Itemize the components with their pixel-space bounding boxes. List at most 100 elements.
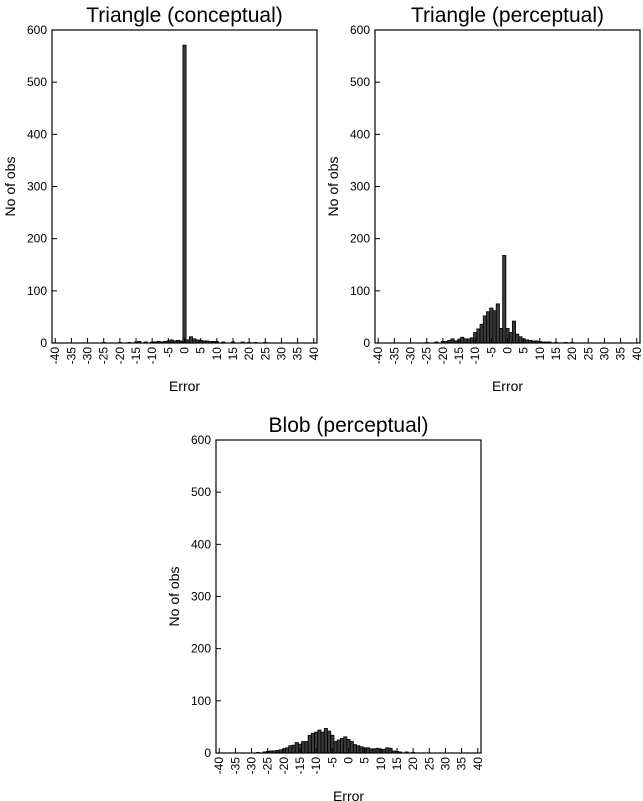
histogram-bar xyxy=(518,336,523,344)
chart-panel-3: Blob (perceptual)0100200300400500600-40-… xyxy=(166,414,485,801)
histogram-bar xyxy=(476,328,481,344)
histogram-bar xyxy=(294,742,299,754)
y-axis-label: No of obs xyxy=(325,157,341,217)
histogram-bar xyxy=(482,315,487,344)
x-tick-label: -25 xyxy=(97,347,111,365)
histogram-bar xyxy=(310,732,315,754)
y-tick-label: 500 xyxy=(27,75,47,89)
x-tick-label: 20 xyxy=(242,347,256,361)
x-tick-label: -30 xyxy=(245,757,259,775)
x-tick-label: -30 xyxy=(81,347,95,365)
histogram-bar xyxy=(365,747,370,754)
x-tick-label: 10 xyxy=(374,757,388,771)
x-tick-label: -20 xyxy=(436,347,450,365)
x-tick-label: -5 xyxy=(484,347,498,358)
x-tick-label: 5 xyxy=(194,347,208,354)
x-tick-label: 0 xyxy=(501,347,515,354)
x-tick-label: -5 xyxy=(325,757,339,768)
x-tick-label: -15 xyxy=(452,347,466,365)
histogram-bar xyxy=(285,747,290,754)
histogram-bar xyxy=(317,729,322,754)
histogram-bar xyxy=(340,737,345,754)
x-tick-label: -5 xyxy=(161,347,175,358)
x-tick-label: 15 xyxy=(390,757,404,771)
plot-frame xyxy=(374,29,641,344)
histogram-bar xyxy=(352,744,357,754)
y-tick-label: 0 xyxy=(204,746,211,760)
y-tick-label: 0 xyxy=(40,336,47,350)
x-tick-label: -35 xyxy=(387,347,401,365)
x-tick-label: 15 xyxy=(549,347,563,361)
x-tick-label: -35 xyxy=(228,757,242,775)
bar-series xyxy=(101,44,268,344)
x-tick-label: -40 xyxy=(371,347,385,365)
y-tick-label: 300 xyxy=(350,180,370,194)
x-tick-label: 5 xyxy=(517,347,531,354)
histogram-bar xyxy=(343,736,348,754)
histogram-bar xyxy=(466,338,471,344)
x-tick-label: -10 xyxy=(309,757,323,775)
histogram-bar xyxy=(515,333,520,344)
x-tick-label: 25 xyxy=(581,347,595,361)
y-tick-label: 600 xyxy=(27,23,47,37)
histogram-bar xyxy=(489,307,494,344)
y-tick-label: 300 xyxy=(191,590,211,604)
x-tick-label: -25 xyxy=(420,347,434,365)
x-tick-label: -15 xyxy=(129,347,143,365)
x-tick-label: -40 xyxy=(212,757,226,775)
bar-series xyxy=(424,254,575,344)
histogram-bar xyxy=(479,323,484,344)
histogram-bar xyxy=(375,747,380,754)
x-tick-label: -10 xyxy=(145,347,159,365)
y-tick-label: 200 xyxy=(191,642,211,656)
histogram-bar xyxy=(450,338,455,344)
histogram-bar xyxy=(495,303,500,344)
histogram-bar xyxy=(469,337,474,344)
x-tick-label: 30 xyxy=(597,347,611,361)
x-tick-label: 25 xyxy=(258,347,272,361)
x-tick-label: 10 xyxy=(210,347,224,361)
histogram-bar xyxy=(388,747,393,754)
histogram-bar xyxy=(369,748,374,754)
histogram-bar xyxy=(349,741,354,754)
x-tick-label: 15 xyxy=(226,347,240,361)
x-tick-label: 5 xyxy=(358,757,372,764)
histogram-bar xyxy=(372,748,377,754)
x-tick-label: 10 xyxy=(533,347,547,361)
x-tick-label: -30 xyxy=(404,347,418,365)
x-axis-label: Error xyxy=(492,378,523,394)
x-tick-label: 40 xyxy=(471,757,485,771)
y-tick-label: 400 xyxy=(27,127,47,141)
x-axis-label: Error xyxy=(333,788,364,801)
y-tick-label: 200 xyxy=(350,232,370,246)
plot-frame xyxy=(215,439,482,754)
chart-panel-2: Triangle (perceptual)0100200300400500600… xyxy=(325,4,643,394)
histogram-bar xyxy=(508,332,513,344)
chart-panel-1: Triangle (conceptual)0100200300400500600… xyxy=(2,4,321,394)
histogram-bar xyxy=(463,338,468,344)
y-tick-label: 600 xyxy=(191,433,211,447)
histogram-bar xyxy=(336,739,341,754)
chart-title: Triangle (conceptual) xyxy=(86,4,283,27)
x-tick-label: 35 xyxy=(455,757,469,771)
chart-title: Blob (perceptual) xyxy=(269,414,429,437)
y-tick-label: 400 xyxy=(191,537,211,551)
x-tick-label: -20 xyxy=(277,757,291,775)
x-tick-label: -25 xyxy=(261,757,275,775)
histogram-bar xyxy=(288,745,293,754)
histogram-bar xyxy=(492,310,497,344)
y-tick-label: 300 xyxy=(27,180,47,194)
histogram-bar xyxy=(304,741,309,754)
histogram-bar xyxy=(301,741,306,754)
y-tick-label: 200 xyxy=(27,232,47,246)
histogram-bar xyxy=(323,728,328,754)
histogram-bar xyxy=(291,744,296,754)
x-tick-label: 35 xyxy=(291,347,305,361)
x-tick-label: 30 xyxy=(438,757,452,771)
x-tick-label: 40 xyxy=(630,347,643,361)
histogram-bar xyxy=(182,44,187,344)
y-tick-label: 600 xyxy=(350,23,370,37)
x-tick-label: 20 xyxy=(406,757,420,771)
y-tick-label: 400 xyxy=(350,127,370,141)
